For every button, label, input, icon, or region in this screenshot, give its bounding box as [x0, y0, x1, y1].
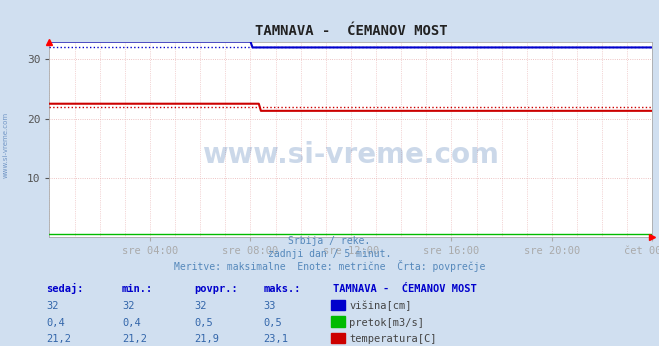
Text: 21,2: 21,2	[46, 334, 71, 344]
Title: TAMNAVA -  ĆEMANOV MOST: TAMNAVA - ĆEMANOV MOST	[254, 24, 447, 38]
Text: TAMNAVA -  ĆEMANOV MOST: TAMNAVA - ĆEMANOV MOST	[333, 284, 476, 294]
Text: Meritve: maksimalne  Enote: metrične  Črta: povprečje: Meritve: maksimalne Enote: metrične Črta…	[174, 260, 485, 272]
Text: 21,9: 21,9	[194, 334, 219, 344]
Text: višina[cm]: višina[cm]	[349, 301, 412, 311]
Text: pretok[m3/s]: pretok[m3/s]	[349, 318, 424, 328]
Text: 0,5: 0,5	[264, 318, 282, 328]
Text: min.:: min.:	[122, 284, 153, 294]
Text: Srbija / reke.: Srbija / reke.	[289, 236, 370, 246]
Text: 23,1: 23,1	[264, 334, 289, 344]
Text: zadnji dan / 5 minut.: zadnji dan / 5 minut.	[268, 249, 391, 259]
Text: 33: 33	[264, 301, 276, 311]
Text: www.si-vreme.com: www.si-vreme.com	[2, 112, 9, 179]
Text: www.si-vreme.com: www.si-vreme.com	[202, 141, 500, 169]
Text: sedaj:: sedaj:	[46, 283, 84, 294]
Text: povpr.:: povpr.:	[194, 284, 238, 294]
Text: maks.:: maks.:	[264, 284, 301, 294]
Text: 0,4: 0,4	[122, 318, 140, 328]
Text: 32: 32	[122, 301, 134, 311]
Text: 0,5: 0,5	[194, 318, 213, 328]
Text: 0,4: 0,4	[46, 318, 65, 328]
Text: 32: 32	[46, 301, 59, 311]
Text: temperatura[C]: temperatura[C]	[349, 334, 437, 344]
Text: 32: 32	[194, 301, 207, 311]
Text: 21,2: 21,2	[122, 334, 147, 344]
